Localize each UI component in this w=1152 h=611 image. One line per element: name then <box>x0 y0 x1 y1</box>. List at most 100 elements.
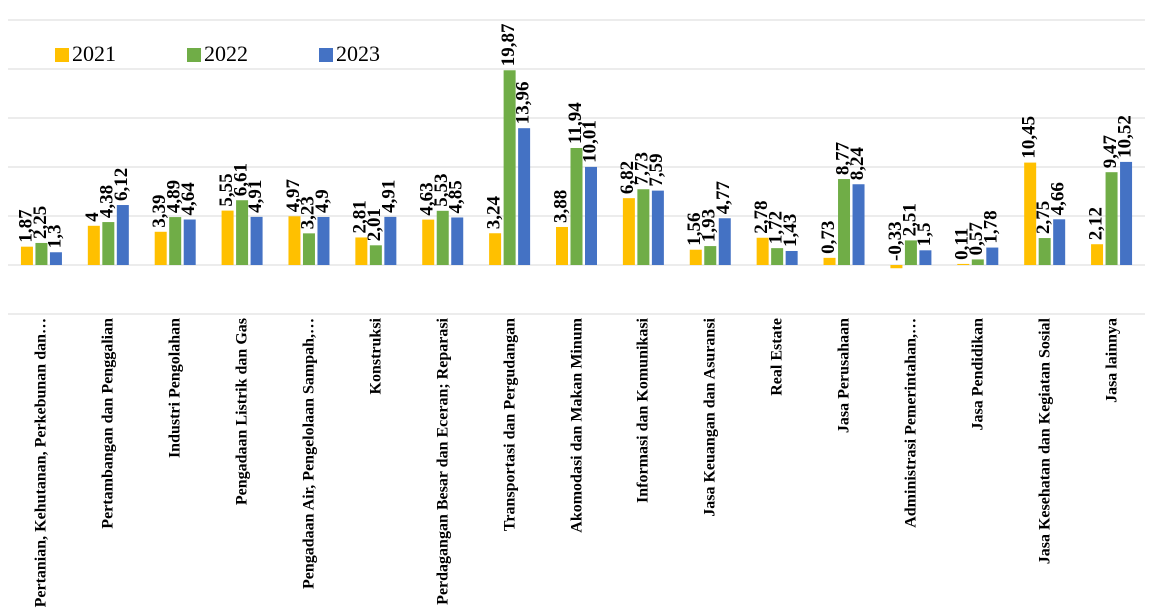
bar <box>971 259 984 265</box>
value-label: 2,81 <box>350 200 371 233</box>
value-label: 8,77 <box>832 141 853 175</box>
x-tick-label: Konstruksi <box>367 318 385 395</box>
value-label: 4,77 <box>713 181 734 215</box>
x-tick-label: Administrasi Pemerintahan,… <box>902 318 920 528</box>
value-label: 4,63 <box>417 182 438 215</box>
x-tick-label: Jasa Kesehatan dan Kegiatan Sosial <box>1036 318 1054 565</box>
value-label: 2,01 <box>364 208 385 241</box>
value-label: 1,5 <box>914 223 935 247</box>
value-label: 1,72 <box>766 211 787 244</box>
bar <box>622 198 635 265</box>
value-label: 4 <box>82 212 103 222</box>
x-tick-label: Informasi dan Komunikasi <box>634 318 652 503</box>
legend-label: 2023 <box>336 41 380 66</box>
x-tick-label: Jasa Pendidikan <box>969 318 987 431</box>
x-tick-label: Jasa Keuangan dan Asuransi <box>701 318 719 517</box>
value-label: 0,11 <box>952 228 973 260</box>
value-label: 1,43 <box>780 214 801 247</box>
value-label: 0,57 <box>966 222 987 256</box>
bar <box>785 250 798 265</box>
value-label: 4,89 <box>164 180 185 213</box>
value-label: 1,78 <box>981 210 1002 243</box>
legend-label: 2022 <box>204 41 248 66</box>
value-label: 1,56 <box>684 212 705 245</box>
bar <box>250 216 263 265</box>
legend-swatch <box>55 48 69 62</box>
bar <box>585 166 597 265</box>
bar <box>1038 238 1051 265</box>
value-label: 10,52 <box>1114 115 1135 158</box>
value-label: -0,33 <box>885 221 906 261</box>
legend-label: 2021 <box>72 41 116 66</box>
x-tick-label: Pengadaan Listrik dan Gas <box>233 318 251 506</box>
value-label: 2,75 <box>1033 201 1054 234</box>
value-label: 4,91 <box>245 180 266 213</box>
bar <box>823 257 836 265</box>
bar <box>689 249 702 265</box>
bar <box>436 210 449 265</box>
x-tick-label: Jasa Perusahaan <box>835 318 853 434</box>
value-label: 4,64 <box>178 182 199 216</box>
bar <box>704 246 717 265</box>
value-label: 2,78 <box>751 201 772 234</box>
x-tick-label: Transportasi dan Pergudangan <box>501 318 519 532</box>
x-tick-label: Real Estate <box>768 318 786 396</box>
bar <box>756 237 769 265</box>
bar <box>570 147 583 265</box>
bar <box>116 205 129 265</box>
value-label: 11,94 <box>565 102 586 144</box>
x-tick-label: Jasa lainnya <box>1103 318 1121 403</box>
bar <box>556 226 568 265</box>
value-label: 6,12 <box>111 168 132 201</box>
value-label: 5,55 <box>216 173 237 206</box>
legend-swatch <box>187 48 201 62</box>
value-label: 0,73 <box>818 221 839 254</box>
bar <box>49 252 62 265</box>
bar <box>302 233 315 265</box>
bar <box>919 250 932 265</box>
bar <box>20 246 33 265</box>
bar <box>503 70 516 265</box>
bar <box>1091 244 1104 265</box>
bar <box>369 245 382 265</box>
bar <box>1120 161 1133 265</box>
value-label: 4,38 <box>97 185 118 218</box>
bar <box>1053 219 1066 265</box>
bar <box>489 233 502 265</box>
value-label: 9,47 <box>1100 134 1121 168</box>
bar <box>1105 172 1118 265</box>
value-label: 3,39 <box>149 195 170 228</box>
value-label: 4,85 <box>446 180 467 213</box>
value-label: 8,24 <box>847 146 868 180</box>
bar <box>890 265 903 269</box>
bar <box>236 200 249 265</box>
bar <box>317 216 330 265</box>
bar <box>718 218 731 265</box>
x-tick-label: Perdagangan Besar dan Eceran; Reparasi <box>434 318 452 605</box>
legend-swatch <box>319 48 333 62</box>
bar <box>637 189 650 265</box>
value-label: 4,9 <box>312 189 333 213</box>
bar <box>957 263 970 265</box>
value-label: 3,24 <box>483 195 504 229</box>
bar <box>651 190 664 265</box>
bar <box>221 210 234 265</box>
bar <box>852 184 865 265</box>
value-label: 6,61 <box>230 163 251 196</box>
value-label: 19,87 <box>498 23 519 66</box>
bar <box>102 222 115 265</box>
value-label: 6,82 <box>617 161 638 194</box>
bar <box>422 219 435 265</box>
value-label: 7,73 <box>632 152 653 185</box>
value-label: 5,53 <box>431 174 452 207</box>
bar <box>838 179 851 265</box>
x-tick-label: Pertanian, Kehutanan, Perkebunan dan… <box>32 318 50 608</box>
value-label: 10,01 <box>579 120 600 163</box>
bar <box>451 217 464 265</box>
x-tick-label: Akomodasi dan Makan Minum <box>568 318 585 533</box>
bar <box>384 216 397 265</box>
value-label: 1,3 <box>44 225 65 249</box>
value-label: 10,45 <box>1019 116 1040 159</box>
value-label: 2,51 <box>899 203 920 236</box>
